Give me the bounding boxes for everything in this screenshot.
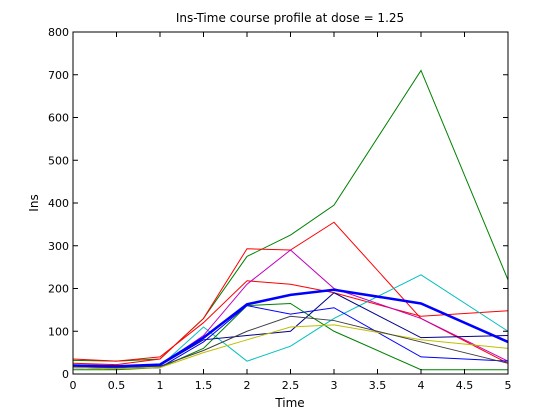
y-tick-label: 100 (48, 325, 69, 338)
y-tick-label: 600 (48, 112, 69, 125)
y-tick-label: 800 (48, 26, 69, 39)
x-tick-label: 3.5 (369, 379, 387, 392)
series-layer (72, 69, 509, 371)
x-tick-label: 3 (331, 379, 338, 392)
x-tick-label: 0 (70, 379, 77, 392)
x-tick-label: 4 (418, 379, 425, 392)
x-axis-label: Time (274, 396, 304, 410)
x-tick-label: 2 (244, 379, 251, 392)
y-tick-label: 300 (48, 240, 69, 253)
tick-layer: 0 0.5 1 1.5 2 2.5 3 3.5 4 4.5 5 0 100 200 300 400 500 600… (48, 26, 512, 392)
x-tick-label: 2.5 (282, 379, 300, 392)
y-tick-label: 700 (48, 69, 69, 82)
series-line-10 (72, 315, 509, 369)
series-line-1 (72, 69, 509, 362)
x-tick-label: 4.5 (456, 379, 474, 392)
plot-area-background (73, 32, 508, 374)
y-tick-label: 200 (48, 283, 69, 296)
x-tick-label: 0.5 (108, 379, 126, 392)
y-tick-label: 500 (48, 154, 69, 167)
y-axis-label: Ins (27, 194, 41, 211)
y-tick-label: 400 (48, 197, 69, 210)
series-line-11 (72, 288, 509, 368)
x-tick-label: 1 (157, 379, 164, 392)
x-tick-label: 5 (505, 379, 512, 392)
y-tick-label: 0 (62, 368, 69, 381)
chart-title: Ins-Time course profile at dose = 1.25 (176, 11, 404, 25)
series-line-2 (72, 221, 509, 366)
x-tick-label: 1.5 (195, 379, 213, 392)
